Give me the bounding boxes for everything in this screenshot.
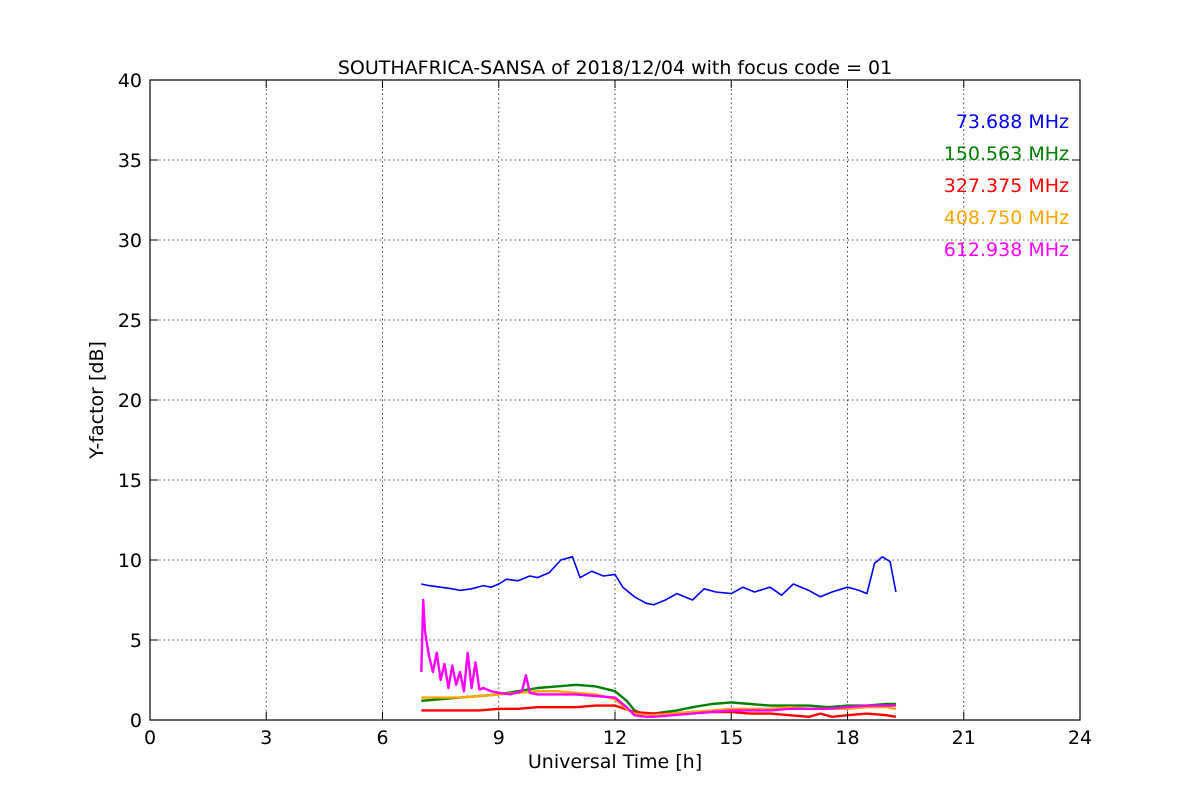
series-line-4: [420, 598, 896, 718]
x-tick-label: 24: [1068, 727, 1092, 749]
y-tick-label: 30: [118, 230, 142, 252]
tick-labels: 0 3 6 9 12 15 18 21 24 0 5 10 15 20 25 30 35 40: [118, 70, 1092, 749]
grid: [150, 80, 1080, 720]
x-tick-label: 0: [144, 727, 156, 749]
ticks: [149, 79, 1081, 721]
x-tick-label: 3: [260, 727, 272, 749]
legend-entry-0: 73.688 MHz: [956, 111, 1069, 133]
x-tick-label: 6: [376, 727, 388, 749]
y-tick-label: 5: [130, 630, 142, 652]
series-layer: [420, 555, 897, 718]
y-tick-label: 0: [130, 710, 142, 732]
x-axis-label: Universal Time [h]: [528, 751, 702, 773]
x-tick-label: 21: [952, 727, 976, 749]
legend-entry-1: 150.563 MHz: [944, 143, 1069, 165]
series-line-0: [421, 555, 897, 606]
y-tick-label: 40: [118, 70, 142, 92]
series-line-3: [421, 690, 897, 717]
x-tick-label: 18: [835, 727, 859, 749]
legend: 73.688 MHz 150.563 MHz 327.375 MHz 408.750 …: [944, 111, 1069, 261]
y-tick-label: 20: [118, 390, 142, 412]
x-tick-label: 12: [603, 727, 627, 749]
y-tick-label: 10: [118, 550, 142, 572]
chart-title: SOUTHAFRICA-SANSA of 2018/12/04 with foc…: [338, 57, 892, 79]
y-tick-label: 35: [118, 150, 142, 172]
legend-entry-3: 408.750 MHz: [944, 207, 1069, 229]
x-tick-label: 15: [719, 727, 743, 749]
y-tick-label: 25: [118, 310, 142, 332]
legend-entry-4: 612.938 MHz: [944, 239, 1069, 261]
y-tick-label: 15: [118, 470, 142, 492]
legend-entry-2: 327.375 MHz: [944, 175, 1069, 197]
x-tick-label: 9: [493, 727, 505, 749]
y-axis-label: Y-factor [dB]: [86, 341, 108, 460]
